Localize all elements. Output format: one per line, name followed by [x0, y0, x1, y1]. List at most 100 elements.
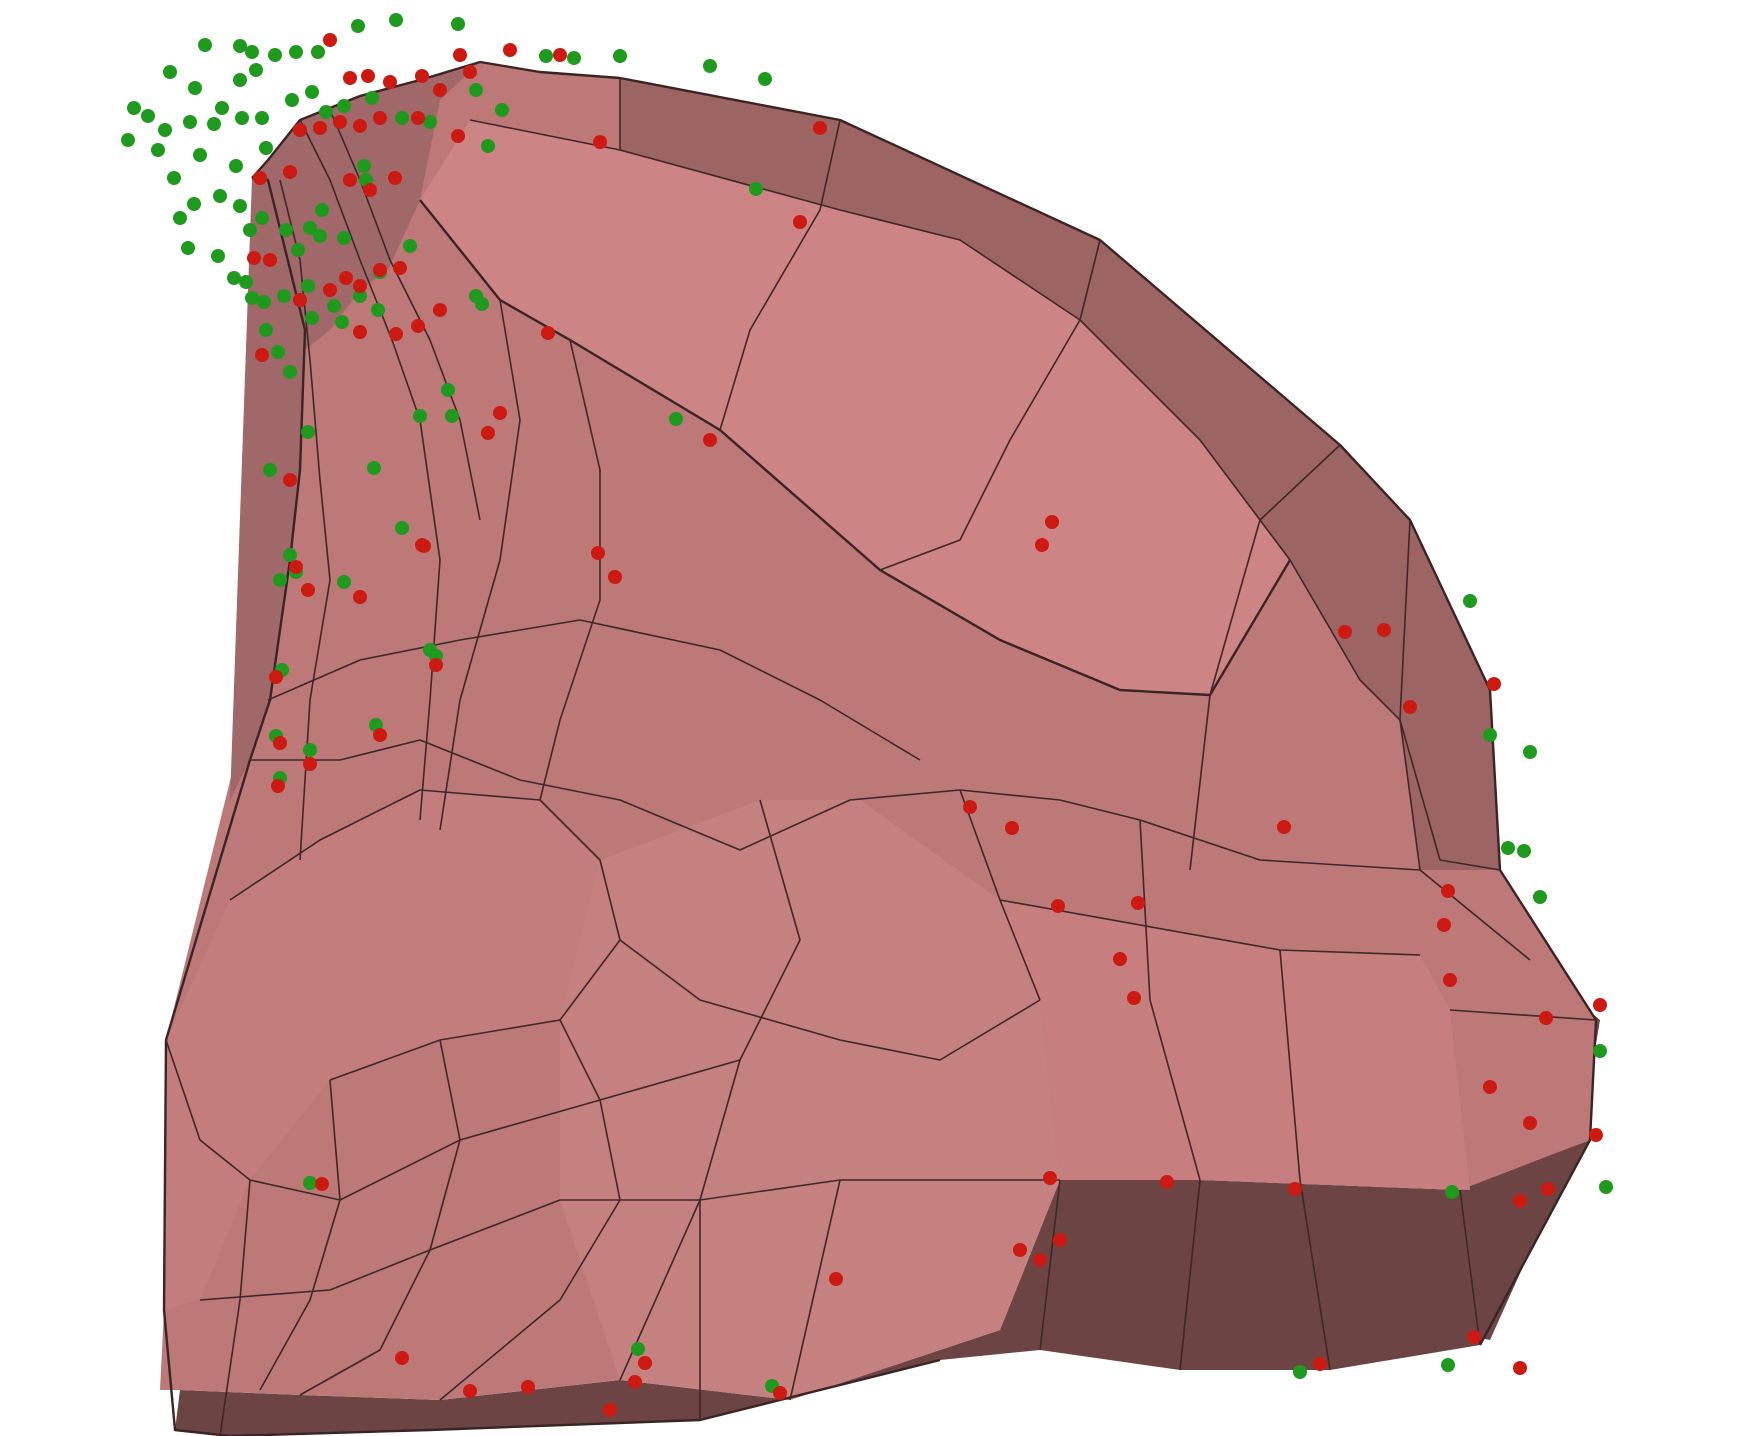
red-point [1033, 1253, 1047, 1267]
red-point [255, 348, 269, 362]
green-point [1293, 1365, 1307, 1379]
green-point [1463, 594, 1477, 608]
red-point [638, 1356, 652, 1370]
red-point [628, 1375, 642, 1389]
red-point [315, 1177, 329, 1191]
mesh-edge [879, 239, 1101, 571]
green-point [313, 229, 327, 243]
green-point [193, 148, 207, 162]
red-point [1593, 998, 1607, 1012]
red-point [1043, 1171, 1057, 1185]
mesh-edge [719, 119, 841, 431]
green-point [365, 91, 379, 105]
green-point [669, 412, 683, 426]
red-point [293, 293, 307, 307]
mesh-edge [1179, 1179, 1201, 1371]
green-point [1593, 1044, 1607, 1058]
red-point [1441, 884, 1455, 898]
mesh-edge [439, 299, 521, 831]
mesh-face [1000, 900, 1470, 1190]
red-point [608, 570, 622, 584]
red-point [773, 1386, 787, 1400]
green-point [303, 743, 317, 757]
green-point [631, 1342, 645, 1356]
green-point [279, 223, 293, 237]
mesh-wireframe [162, 60, 1598, 1436]
red-point [1513, 1361, 1527, 1375]
green-point [283, 548, 297, 562]
green-point [277, 289, 291, 303]
red-point [1513, 1194, 1527, 1208]
green-point [233, 73, 247, 87]
red-point [1131, 896, 1145, 910]
mesh-edge [1459, 1189, 1481, 1346]
green-point [337, 99, 351, 113]
red-point [429, 658, 443, 672]
red-point [593, 135, 607, 149]
red-point [481, 426, 495, 440]
red-point [373, 263, 387, 277]
red-point [963, 800, 977, 814]
red-point [253, 171, 267, 185]
red-point [453, 48, 467, 62]
green-point [1445, 1185, 1459, 1199]
green-point [268, 48, 282, 62]
red-point [1483, 1080, 1497, 1094]
green-point [357, 159, 371, 173]
green-point [233, 199, 247, 213]
red-point [521, 1380, 535, 1394]
green-point [243, 223, 257, 237]
green-point [158, 123, 172, 137]
green-point [255, 211, 269, 225]
red-point [411, 111, 425, 125]
red-point [373, 728, 387, 742]
mesh-edge [259, 1079, 341, 1391]
red-point [361, 69, 375, 83]
red-point [1277, 820, 1291, 834]
red-point [1338, 625, 1352, 639]
green-point [235, 111, 249, 125]
green-point [703, 59, 717, 73]
red-point [1443, 973, 1457, 987]
red-point [463, 65, 477, 79]
red-point [353, 279, 367, 293]
red-point [393, 261, 407, 275]
mesh-edge [619, 78, 1421, 871]
green-point [1533, 890, 1547, 904]
green-point [1441, 1358, 1455, 1372]
red-point [323, 33, 337, 47]
red-point [263, 253, 277, 267]
red-point [1523, 1116, 1537, 1130]
green-point [239, 275, 253, 289]
mesh-edge [229, 789, 621, 1081]
red-point [417, 539, 431, 553]
red-point [1467, 1330, 1481, 1344]
mesh-edge [250, 739, 1421, 871]
green-point [301, 279, 315, 293]
green-point [371, 303, 385, 317]
green-point [451, 17, 465, 31]
green-point [303, 221, 317, 235]
green-point [283, 365, 297, 379]
red-point [301, 583, 315, 597]
red-point [793, 215, 807, 229]
green-point [337, 575, 351, 589]
green-point [127, 101, 141, 115]
red-point [1160, 1175, 1174, 1189]
red-point [388, 171, 402, 185]
green-point [445, 409, 459, 423]
green-point [305, 85, 319, 99]
mesh-edge [199, 1179, 1060, 1301]
green-point [213, 189, 227, 203]
green-point [613, 49, 627, 63]
red-point [553, 48, 567, 62]
red-point [463, 1384, 477, 1398]
red-point [1013, 1243, 1027, 1257]
red-point [293, 123, 307, 137]
green-point [301, 425, 315, 439]
red-point [1377, 623, 1391, 637]
red-point [829, 1272, 843, 1286]
green-point [183, 115, 197, 129]
green-point [207, 117, 221, 131]
red-point [433, 303, 447, 317]
